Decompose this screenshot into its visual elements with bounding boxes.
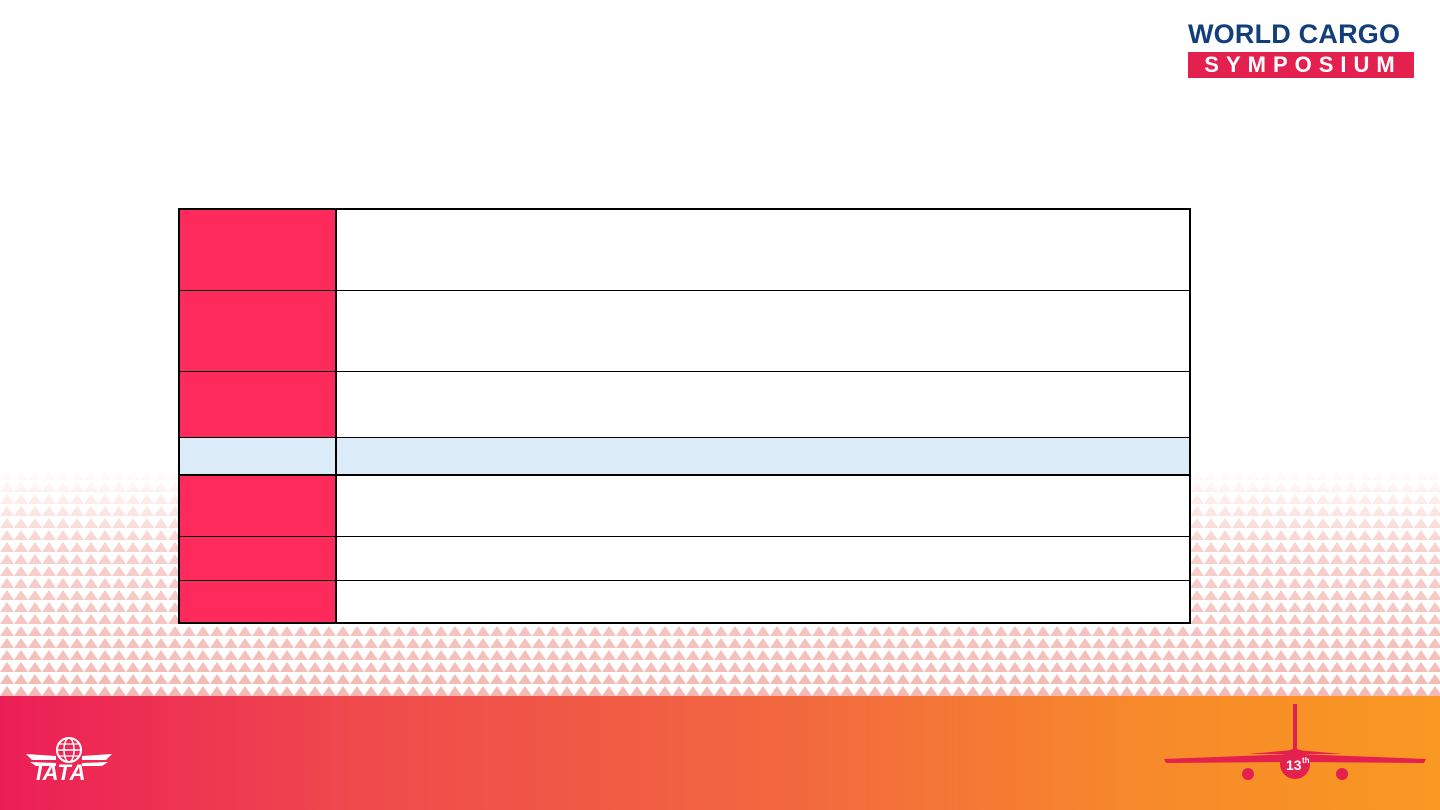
table-row-value (337, 291, 1189, 371)
table-row-highlighted (180, 438, 1189, 476)
table-row-label (180, 210, 337, 290)
table-row-label (180, 372, 337, 437)
edition-number: 13 (1286, 757, 1302, 773)
table-row (180, 537, 1189, 581)
table-row-value (337, 476, 1189, 536)
iata-globe-wings-icon (26, 737, 112, 766)
table-row (180, 372, 1189, 438)
table-row-label (180, 291, 337, 371)
table-row-label (180, 476, 337, 536)
table-row-label (180, 537, 337, 580)
table-row-value (337, 438, 1189, 474)
logo-line-2: SYMPOSIUM (1188, 52, 1414, 78)
table-row-value (337, 537, 1189, 580)
world-cargo-symposium-logo: WORLD CARGO SYMPOSIUM (1188, 20, 1414, 78)
airplane-13th-icon: 13 th (1164, 704, 1426, 780)
iata-wordmark: IATA (36, 760, 87, 785)
agenda-table (178, 208, 1191, 624)
table-row-value (337, 210, 1189, 290)
edition-suffix: th (1302, 756, 1310, 765)
table-row (180, 476, 1189, 537)
table-row (180, 291, 1189, 372)
table-row-value (337, 372, 1189, 437)
table-row (180, 210, 1189, 291)
footer-gradient-bar (0, 696, 1440, 810)
table-row-label (180, 581, 337, 622)
table-row-value (337, 581, 1189, 622)
table-row (180, 581, 1189, 622)
table-row-label (180, 438, 337, 474)
logo-line-1: WORLD CARGO (1188, 19, 1401, 49)
